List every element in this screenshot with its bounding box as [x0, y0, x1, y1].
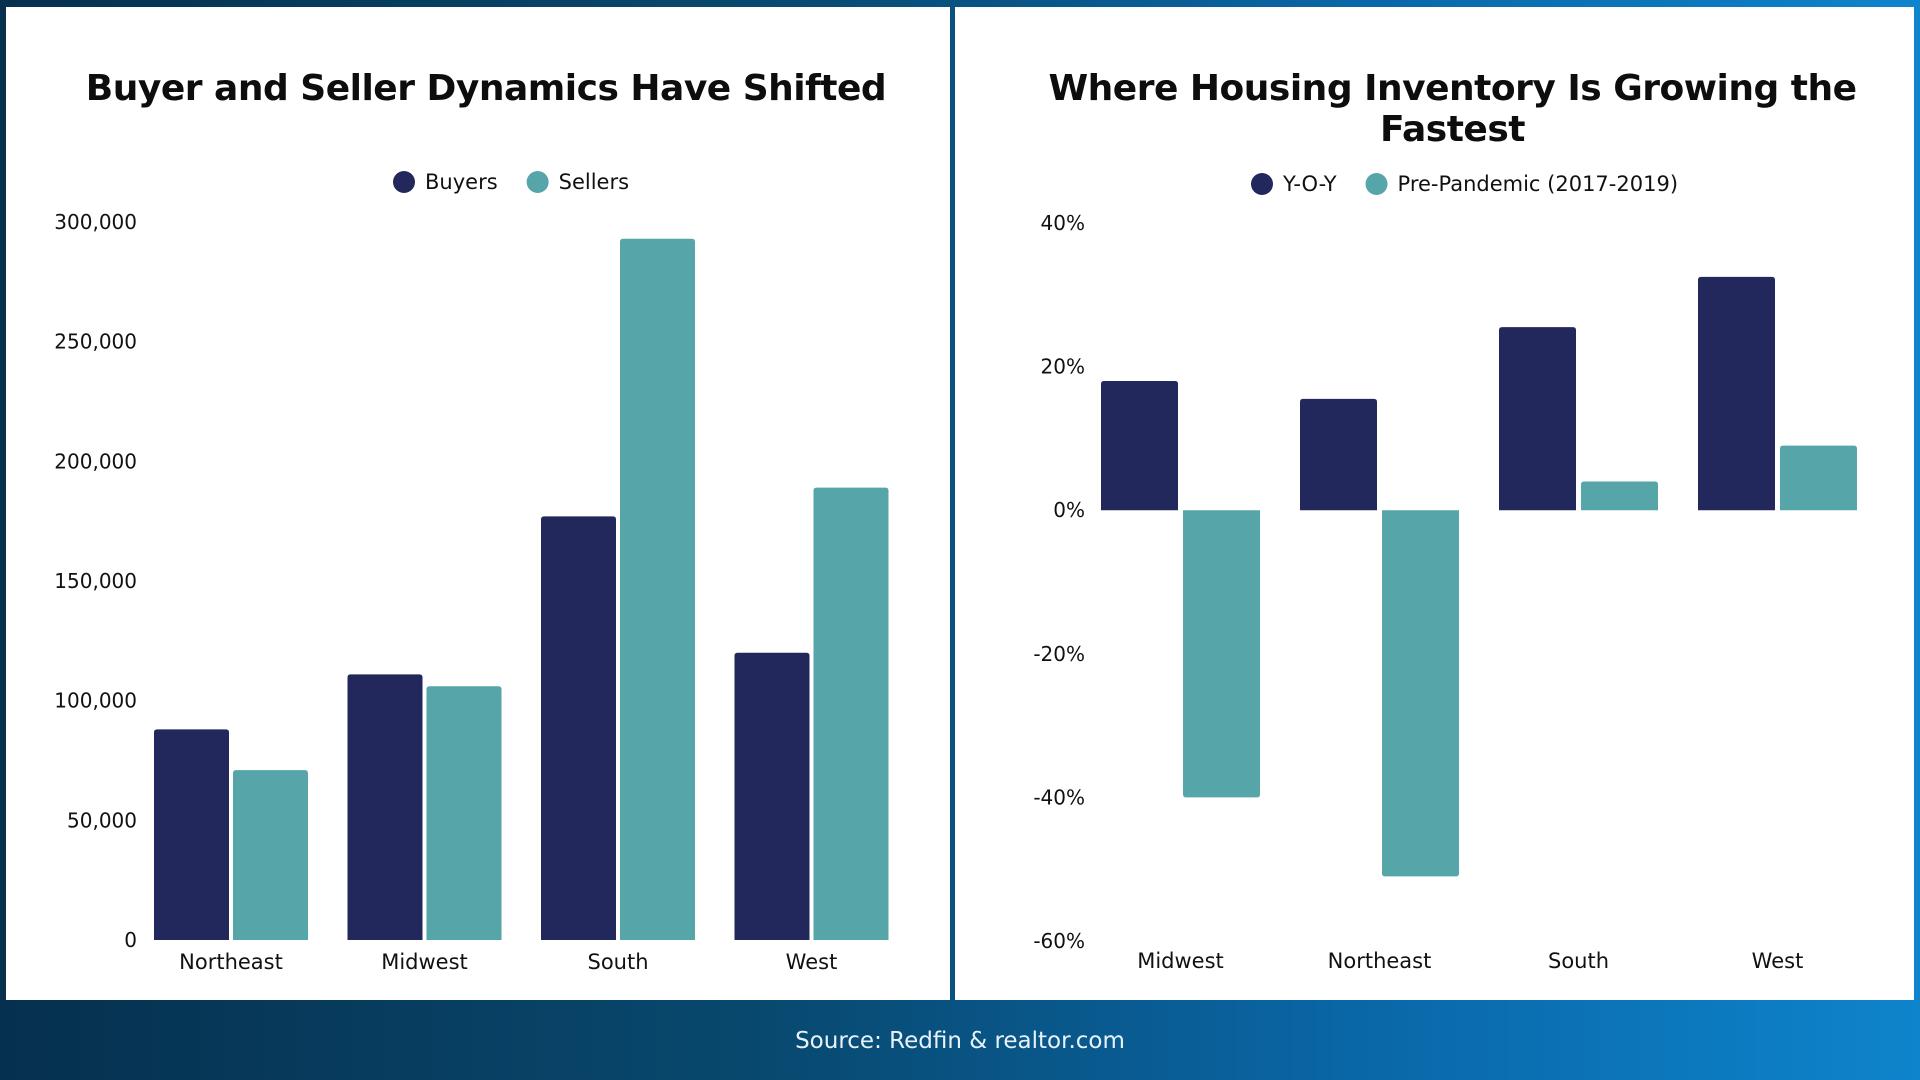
y-tick-label: -40% [1033, 785, 1085, 809]
y-tick-label: 50,000 [67, 808, 137, 832]
legend-label-y-o-y: Y-O-Y [1282, 172, 1337, 196]
x-category-label-west: West [786, 950, 838, 974]
y-tick-label: 20% [1041, 355, 1085, 379]
source-note: Source: Redfin & realtor.com [795, 1028, 1125, 1054]
x-category-label-midwest: Midwest [1137, 949, 1224, 973]
bar-pre-pandemic-2017-2019-south [1581, 481, 1658, 511]
bar-pre-pandemic-2017-2019-midwest [1183, 510, 1260, 798]
y-tick-label: 250,000 [54, 330, 137, 354]
legend-marker-pre-pandemic-2017-2019 [1365, 173, 1388, 195]
legend-marker-y-o-y [1251, 173, 1273, 195]
buyer-seller-chart-panel: Buyer and Seller Dynamics Have Shifted 0… [6, 7, 950, 1000]
legend-label-buyers: Buyers [425, 170, 498, 194]
x-category-label-west: West [1752, 949, 1804, 973]
bar-sellers-west [813, 487, 889, 940]
bar-sellers-northeast [233, 770, 308, 940]
y-tick-label: 150,000 [54, 569, 137, 593]
y-tick-label: -60% [1033, 929, 1085, 953]
y-tick-label: 0% [1053, 498, 1085, 522]
legend-marker-sellers [526, 171, 549, 193]
inventory-growth-chart-panel: Where Housing Inventory Is Growing the F… [955, 7, 1914, 1000]
y-tick-label: 40% [1041, 211, 1085, 235]
x-category-label-northeast: Northeast [1328, 949, 1432, 973]
legend-marker-buyers [393, 171, 415, 193]
x-category-label-south: South [1548, 949, 1609, 973]
bar-buyers-west [734, 652, 810, 940]
x-category-label-south: South [587, 950, 648, 974]
legend-label-sellers: Sellers [559, 170, 629, 194]
inventory-growth-chart: 40% 20% 0% -20% -40% -60% Midwest Northeast Sout… [1033, 172, 1857, 973]
x-category-label-midwest: Midwest [381, 950, 468, 974]
legend-label-pre-pandemic-2017-2019: Pre-Pandemic (2017-2019) [1398, 172, 1678, 196]
bar-sellers-south [620, 238, 695, 941]
bar-pre-pandemic-2017-2019-northeast [1382, 510, 1459, 877]
y-tick-label: 300,000 [54, 210, 137, 234]
chart-title: Where Housing Inventory Is Growing the F… [1048, 68, 1857, 150]
bar-buyers-northeast [154, 729, 229, 940]
chart-title: Buyer and Seller Dynamics Have Shifted [85, 68, 887, 109]
bar-pre-pandemic-2017-2019-west [1780, 445, 1857, 511]
y-tick-label: 0 [124, 928, 137, 952]
bar-y-o-y-midwest [1101, 380, 1178, 511]
bar-buyers-midwest [347, 674, 423, 940]
bar-y-o-y-south [1499, 327, 1576, 511]
bar-y-o-y-west [1698, 276, 1775, 511]
bar-sellers-midwest [426, 686, 502, 940]
x-category-label-northeast: Northeast [179, 950, 283, 974]
bar-y-o-y-northeast [1300, 398, 1377, 511]
y-tick-label: 200,000 [54, 449, 137, 473]
bar-buyers-south [541, 516, 616, 940]
y-tick-label: 100,000 [54, 689, 137, 713]
y-tick-label: -20% [1033, 642, 1085, 666]
buyer-seller-chart: 0 50,000 100,000 150,000 200,000 250,000 300,0… [54, 170, 889, 974]
